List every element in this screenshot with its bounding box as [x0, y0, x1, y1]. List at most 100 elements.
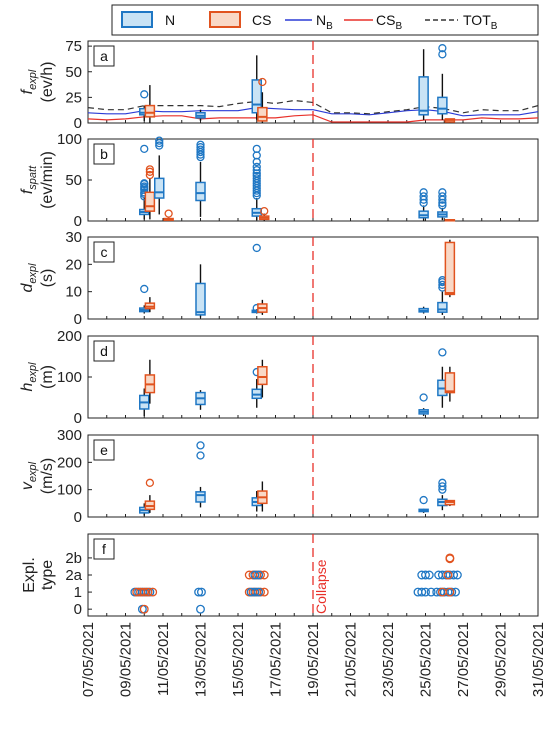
box-outlier — [438, 50, 447, 59]
scatter-point-CS — [143, 587, 153, 597]
box-outlier — [419, 192, 428, 201]
y-tick-label: 100 — [57, 369, 82, 386]
scatter-point-CS — [445, 554, 455, 564]
scatter-point-N — [452, 570, 462, 580]
y-axis-unit: (ev/h) — [39, 62, 56, 103]
y-tick-label: 100 — [57, 131, 82, 148]
scatter-point-N — [194, 587, 204, 597]
panel-letter-box — [93, 439, 115, 461]
scatter-point-N — [196, 587, 206, 597]
box-outlier — [438, 348, 447, 357]
panel-letter: b — [100, 146, 108, 162]
y-tick-label: 2b — [65, 550, 82, 567]
x-tick-label: 19/05/2021 — [305, 622, 322, 697]
box-N — [195, 181, 206, 202]
scatter-point-N — [424, 570, 434, 580]
scatter-point-N — [417, 587, 427, 597]
panel-letter-box — [93, 143, 115, 165]
legend-CS-swatch — [209, 11, 241, 28]
box-outlier — [258, 77, 267, 87]
y-axis-label: fspatt — [19, 165, 39, 194]
y-tick-label: 1 — [74, 584, 82, 601]
panel-c: 0 10 20 30 dexpl (s) c — [19, 229, 539, 328]
y-axis-unit: (ev/min) — [39, 151, 56, 209]
box-outlier — [140, 284, 149, 294]
scatter-point-N — [254, 587, 264, 597]
panel-frame — [87, 335, 539, 419]
box-outlier — [155, 138, 164, 148]
y-axis-unit: (m) — [39, 365, 56, 389]
box-outlier — [145, 170, 155, 180]
box-outlier — [252, 144, 261, 153]
panel-frame — [87, 236, 539, 320]
y-tick-label: 10 — [65, 284, 82, 301]
box-outlier — [145, 165, 155, 174]
box-outlier — [438, 482, 447, 491]
y-tick-label: 25 — [65, 89, 82, 106]
y-tick-label: 0 — [74, 311, 82, 328]
scatter-point-N — [250, 587, 260, 597]
scatter-point-N — [196, 604, 205, 614]
panel-letter: a — [100, 48, 108, 64]
series-line-CSB — [87, 114, 539, 123]
scatter-point-N — [254, 570, 264, 580]
box-outlier — [164, 209, 173, 218]
series-line-TOT — [87, 99, 539, 115]
box-N — [437, 96, 448, 115]
box-outlier — [438, 201, 447, 210]
box-outlier — [140, 182, 149, 191]
panel-frame — [87, 533, 539, 617]
panel-letter: c — [101, 244, 108, 260]
legend: N CS NB CSB TOTB — [111, 4, 539, 36]
box-outlier — [196, 143, 205, 152]
box-outlier — [155, 141, 164, 150]
box-N — [154, 177, 165, 199]
box-outlier — [140, 144, 149, 153]
box-outlier — [145, 167, 155, 176]
x-tick-label: 15/05/2021 — [230, 622, 247, 697]
y-tick-label: 0 — [74, 115, 82, 132]
panel-letter-box — [93, 45, 115, 67]
x-axis: 07/05/2021 09/05/2021 11/05/2021 13/05/2021… — [80, 622, 547, 697]
series-line-NB — [87, 106, 539, 117]
y-tick-label: 0 — [74, 509, 82, 526]
box-outlier — [196, 140, 205, 149]
box-outlier — [145, 478, 155, 487]
x-tick-label: 11/05/2021 — [155, 622, 172, 696]
box-CS — [444, 372, 456, 394]
box-outlier — [252, 166, 261, 175]
box-CS — [444, 241, 456, 296]
y-axis-label: hexpl — [19, 362, 39, 392]
legend-N-label: N — [165, 12, 175, 28]
y-axis-unit: (s) — [39, 269, 56, 288]
scatter-point-N — [449, 570, 459, 580]
box-N — [437, 301, 448, 313]
box-outlier — [252, 243, 261, 253]
scatter-point-CS — [259, 587, 269, 597]
scatter-point-N — [421, 587, 430, 597]
legend-N-swatch — [121, 11, 153, 28]
box-outlier — [252, 171, 261, 181]
scatter-point-N — [250, 570, 260, 580]
legend-TOT-label: TOTB — [463, 12, 498, 32]
box-N — [195, 282, 206, 316]
y-axis-label: vexpl — [19, 461, 39, 490]
scatter-point-CS — [443, 570, 453, 580]
x-tick-label: 31/05/2021 — [530, 622, 547, 697]
scatter-point-N — [421, 570, 430, 580]
box-outlier — [196, 451, 205, 460]
x-tick-label: 27/05/2021 — [455, 622, 472, 697]
box-outlier — [438, 188, 447, 197]
panel-letter: e — [100, 442, 108, 458]
scatter-point-CS — [139, 587, 149, 597]
scatter-point-CS — [148, 587, 158, 597]
x-tick-label: 21/05/2021 — [343, 622, 360, 697]
box-outlier — [419, 188, 428, 197]
panel-a: 0 25 50 75 fexpl (ev/h) a — [19, 38, 539, 132]
panel-frame — [87, 434, 539, 518]
box-outlier — [196, 145, 205, 154]
y-tick-label: 50 — [65, 64, 82, 81]
panel-letter-box — [93, 538, 115, 560]
